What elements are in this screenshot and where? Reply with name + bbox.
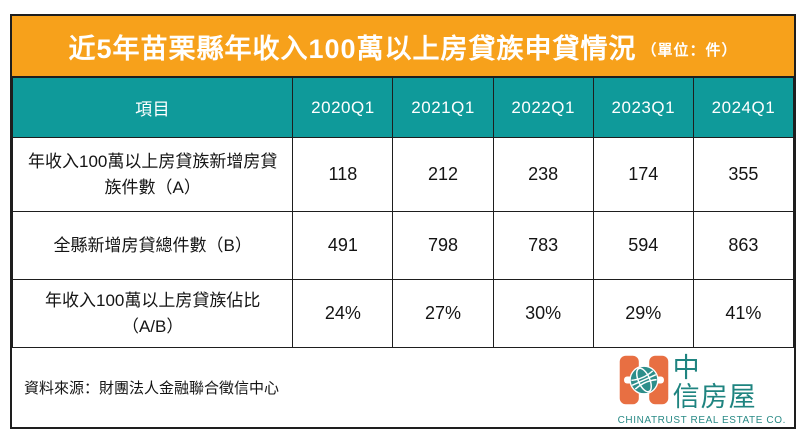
cell-value: 174 (592, 137, 694, 212)
source-text: 資料來源：財團法人金融聯合徵信中心 (24, 380, 280, 397)
cell-value: 30% (492, 279, 594, 348)
header-cell-2024q1: 2024Q1 (692, 77, 795, 138)
logo-text-cn: 中 信房屋 (672, 353, 757, 413)
cell-value: 41% (692, 279, 795, 348)
header-cell-item: 項目 (11, 77, 294, 138)
cell-value: 212 (392, 137, 494, 212)
header-row: 項目 2020Q1 2021Q1 2022Q1 2023Q1 2024Q1 (11, 77, 795, 138)
cell-value: 783 (492, 211, 594, 280)
table-frame: 近5年苗栗縣年收入100萬以上房貸族申貸情況 （單位：件） 項目 2020Q1 … (10, 14, 796, 429)
table-row-new-loans-a: 年收入100萬以上房貸族新增房貸族件數（A） 118 212 238 174 3… (11, 137, 795, 212)
chinatrust-logo-icon (619, 355, 668, 405)
cell-value: 594 (592, 211, 694, 280)
table-row-ratio-ab: 年收入100萬以上房貸族佔比（A/B） 24% 27% 30% 29% 41% (11, 279, 795, 348)
header-cell-2021q1: 2021Q1 (392, 77, 494, 138)
cell-value: 29% (592, 279, 694, 348)
cell-value: 27% (392, 279, 494, 348)
header-cell-2022q1: 2022Q1 (492, 77, 594, 138)
table-row-total-loans-b: 全縣新增房貸總件數（B） 491 798 783 594 863 (11, 211, 795, 280)
company-logo: 中 信房屋 CHINATRUST REAL ESTATE CO. (617, 353, 786, 427)
logo-cn-line1: 中 (672, 353, 701, 383)
cell-value: 798 (392, 211, 494, 280)
logo-text-en: CHINATRUST REAL ESTATE CO. (617, 415, 786, 427)
cell-value: 863 (692, 211, 795, 280)
cell-value: 355 (692, 137, 795, 212)
cell-value: 491 (292, 211, 394, 280)
unit-note: （單位：件） (641, 42, 738, 59)
header-cell-2020q1: 2020Q1 (292, 77, 394, 138)
row-label: 年收入100萬以上房貸族新增房貸族件數（A） (11, 137, 294, 212)
footer: 資料來源：財團法人金融聯合徵信中心 (12, 348, 794, 427)
header-cell-2023q1: 2023Q1 (592, 77, 694, 138)
cell-value: 238 (492, 137, 594, 212)
logo-cn-line2: 信房屋 (672, 382, 757, 413)
data-table: 項目 2020Q1 2021Q1 2022Q1 2023Q1 2024Q1 年收… (11, 77, 795, 348)
cell-value: 24% (292, 279, 394, 348)
row-label: 全縣新增房貸總件數（B） (11, 211, 294, 280)
cell-value: 118 (292, 137, 394, 212)
title-bar: 近5年苗栗縣年收入100萬以上房貸族申貸情況 （單位：件） (12, 16, 794, 77)
page-title: 近5年苗栗縣年收入100萬以上房貸族申貸情況 (68, 33, 637, 64)
row-label: 年收入100萬以上房貸族佔比（A/B） (11, 279, 294, 348)
